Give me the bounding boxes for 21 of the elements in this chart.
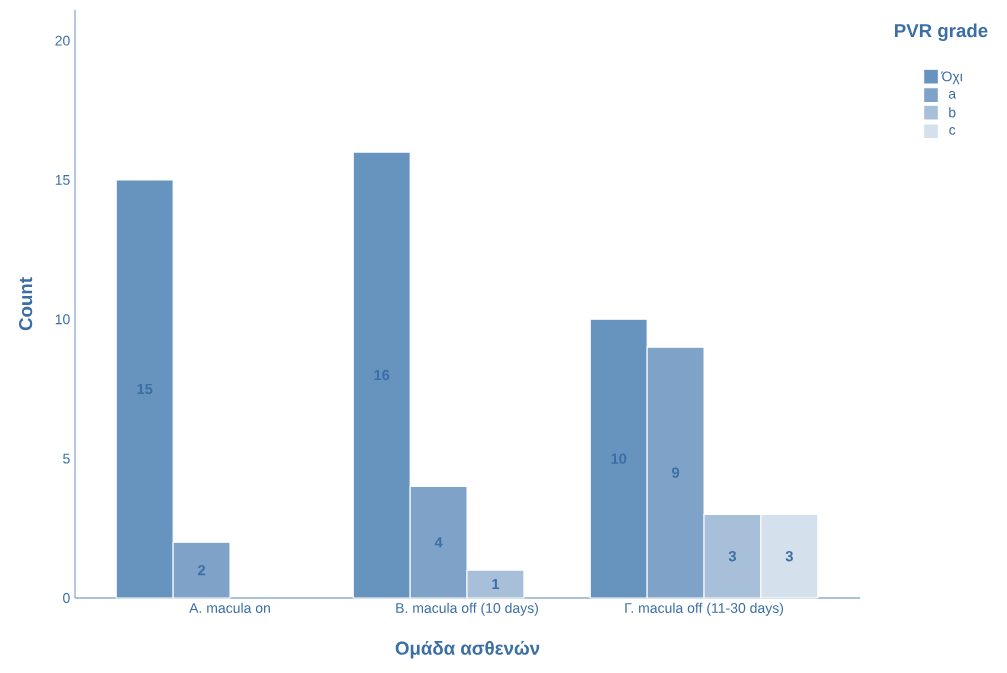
data-label: 9	[672, 467, 680, 478]
data-label: 2	[198, 565, 206, 576]
y-tick-label: 15	[55, 175, 70, 185]
data-label: 3	[785, 551, 793, 562]
y-tick-label: 10	[55, 314, 70, 325]
legend-label: c	[949, 127, 956, 135]
x-axis-title: Ομάδα ασθενών	[395, 640, 540, 659]
legend-label: a	[948, 91, 957, 99]
data-label: 1	[492, 579, 500, 590]
y-tick-label: 20	[55, 35, 70, 46]
y-tick-label: 0	[63, 593, 70, 603]
x-tick-label: B. macula off (10 days)	[396, 602, 538, 616]
x-tick-label: A. macula on	[189, 602, 270, 613]
x-tick-label: Γ. macula off (11-30 days)	[625, 602, 784, 616]
y-axis-title: Count	[19, 277, 33, 331]
data-label: 4	[434, 537, 443, 548]
data-label: 3	[728, 551, 737, 562]
legend-label: b	[949, 107, 956, 118]
legend-title: PVR grade	[895, 23, 988, 41]
legend-label: Όχι	[941, 71, 963, 85]
y-tick-label: 5	[63, 453, 70, 464]
